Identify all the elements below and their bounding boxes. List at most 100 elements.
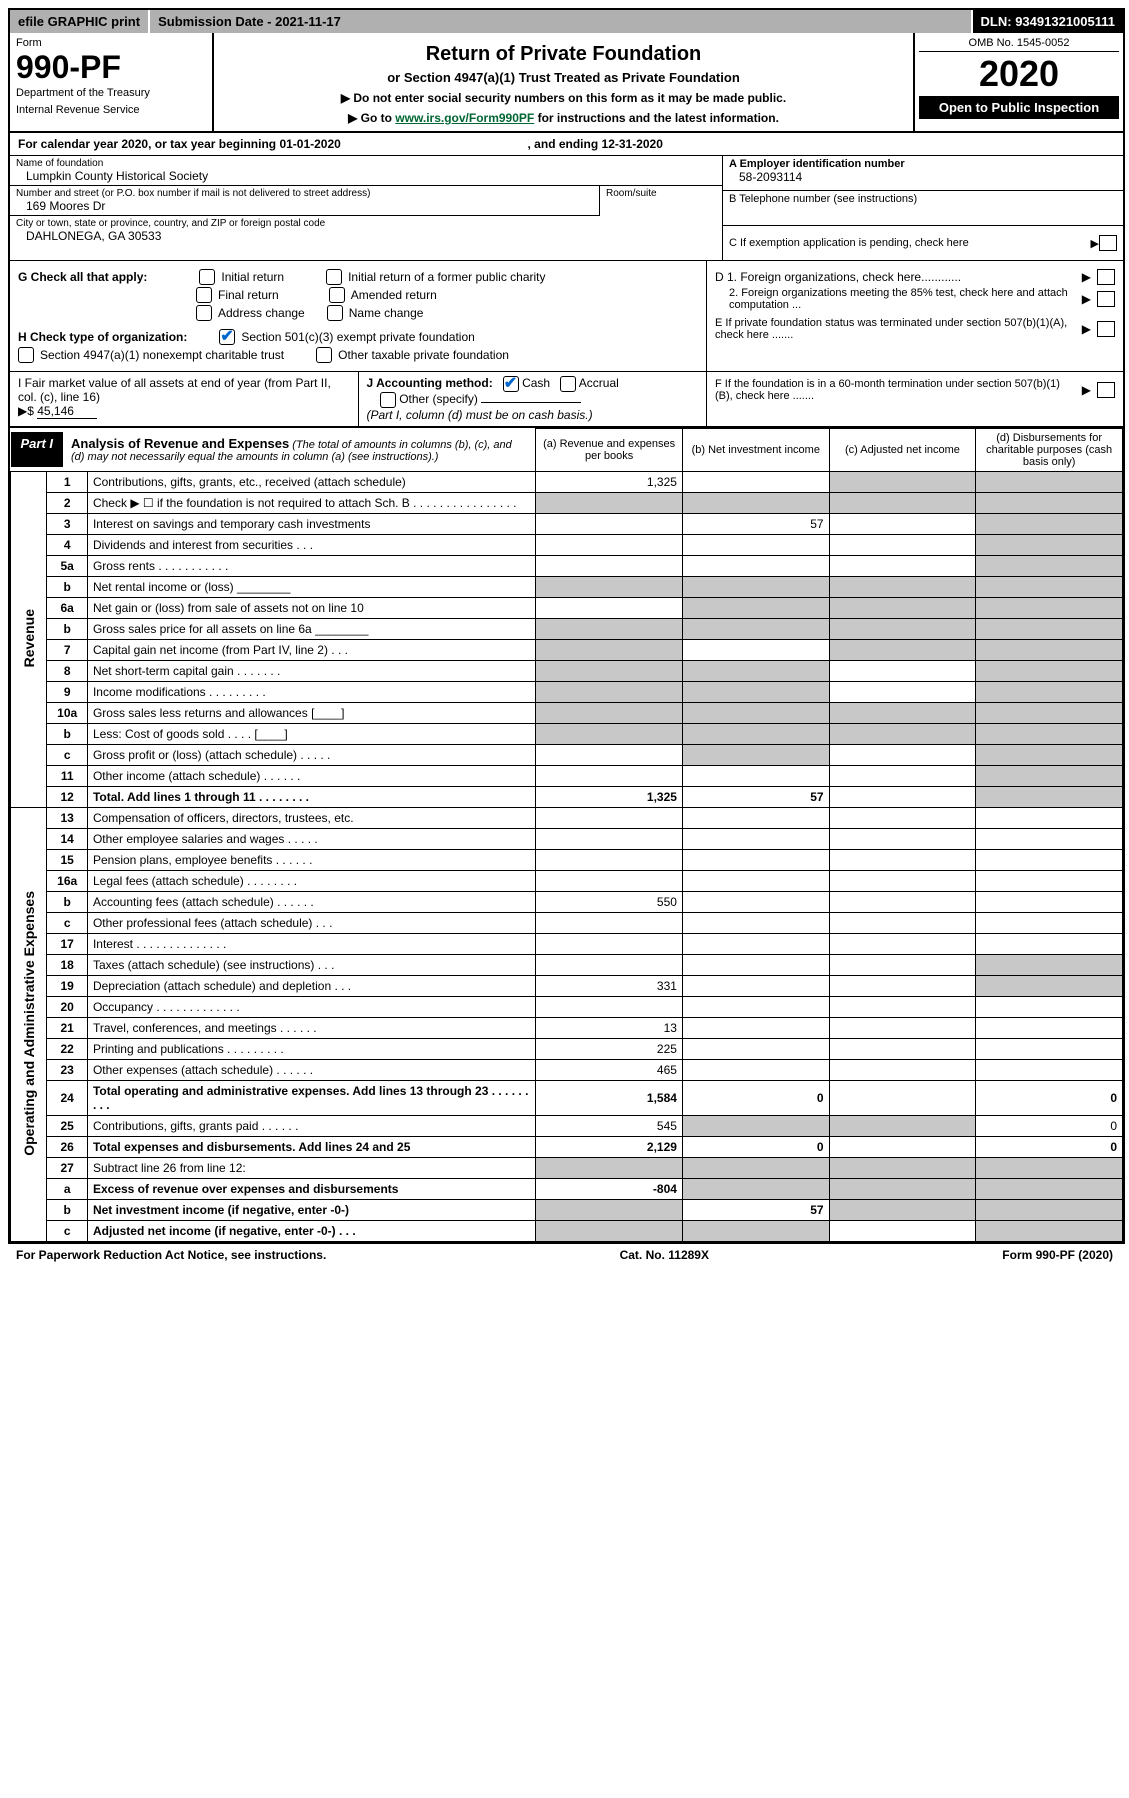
ein-value: 58-2093114 (729, 170, 1117, 184)
row-number: 9 (47, 682, 88, 703)
goto-notice: ▶ Go to www.irs.gov/Form990PF for instru… (220, 111, 907, 125)
form-number: 990-PF (16, 51, 206, 83)
value-cell (976, 493, 1123, 514)
value-cell (682, 619, 829, 640)
table-row: 19Depreciation (attach schedule) and dep… (11, 976, 1123, 997)
h-4947-checkbox[interactable] (18, 347, 34, 363)
value-cell (976, 913, 1123, 934)
d1-checkbox[interactable] (1097, 269, 1115, 285)
value-cell (976, 871, 1123, 892)
entity-right: A Employer identification number 58-2093… (723, 156, 1123, 260)
h-other: Other taxable private foundation (338, 348, 509, 362)
g-final-checkbox[interactable] (196, 287, 212, 303)
value-cell (829, 1200, 976, 1221)
value-cell (976, 1018, 1123, 1039)
f-checkbox[interactable] (1097, 382, 1115, 398)
value-cell (976, 514, 1123, 535)
c-checkbox[interactable] (1099, 235, 1117, 251)
value-cell (682, 766, 829, 787)
value-cell (536, 829, 683, 850)
value-cell (829, 976, 976, 997)
d2-checkbox[interactable] (1097, 291, 1115, 307)
value-cell (976, 598, 1123, 619)
value-cell (829, 1179, 976, 1200)
e-checkbox[interactable] (1097, 321, 1115, 337)
ein-label: A Employer identification number (729, 158, 1117, 170)
row-description: Compensation of officers, directors, tru… (87, 808, 535, 829)
row-number: 12 (47, 787, 88, 808)
table-row: 17Interest . . . . . . . . . . . . . . (11, 934, 1123, 955)
g-address-checkbox[interactable] (196, 305, 212, 321)
row-number: 15 (47, 850, 88, 871)
col-c-header: (c) Adjusted net income (829, 429, 976, 472)
row-description: Other income (attach schedule) . . . . .… (87, 766, 535, 787)
value-cell (682, 934, 829, 955)
value-cell (536, 493, 683, 514)
row-number: 21 (47, 1018, 88, 1039)
row-number: 5a (47, 556, 88, 577)
value-cell (682, 1060, 829, 1081)
row-number: 22 (47, 1039, 88, 1060)
table-row: cOther professional fees (attach schedul… (11, 913, 1123, 934)
d1-label: D 1. Foreign organizations, check here..… (715, 270, 1076, 284)
efile-label: efile GRAPHIC print (10, 10, 150, 33)
h-501c3-checkbox[interactable] (219, 329, 235, 345)
row-description: Other employee salaries and wages . . . … (87, 829, 535, 850)
dln: DLN: 93491321005111 (973, 10, 1123, 33)
value-cell: 1,325 (536, 787, 683, 808)
value-cell (829, 934, 976, 955)
row-description: Interest on savings and temporary cash i… (87, 514, 535, 535)
city-label: City or town, state or province, country… (16, 218, 716, 229)
row-number: 4 (47, 535, 88, 556)
j-other-checkbox[interactable] (380, 392, 396, 408)
form-990pf: efile GRAPHIC print Submission Date - 20… (8, 8, 1125, 1244)
j-cash-checkbox[interactable] (503, 376, 519, 392)
form-subtitle: or Section 4947(a)(1) Trust Treated as P… (220, 70, 907, 85)
g-initial-former-checkbox[interactable] (326, 269, 342, 285)
col-b-header: (b) Net investment income (682, 429, 829, 472)
d2-label: 2. Foreign organizations meeting the 85%… (715, 287, 1076, 311)
value-cell (536, 640, 683, 661)
header-right: OMB No. 1545-0052 2020 Open to Public In… (913, 33, 1123, 131)
value-cell (976, 535, 1123, 556)
value-cell (976, 1158, 1123, 1179)
dept-treasury: Department of the Treasury (16, 87, 206, 100)
header-left: Form 990-PF Department of the Treasury I… (10, 33, 214, 131)
value-cell: 1,584 (536, 1081, 683, 1116)
g-initial-checkbox[interactable] (199, 269, 215, 285)
g-amended-checkbox[interactable] (329, 287, 345, 303)
section-i: I Fair market value of all assets at end… (10, 372, 359, 426)
j-accrual-checkbox[interactable] (560, 376, 576, 392)
g-name-checkbox[interactable] (327, 305, 343, 321)
value-cell: 545 (536, 1116, 683, 1137)
value-cell (829, 997, 976, 1018)
value-cell (976, 661, 1123, 682)
value-cell: 0 (976, 1137, 1123, 1158)
table-row: bLess: Cost of goods sold . . . . [____] (11, 724, 1123, 745)
value-cell (829, 472, 976, 493)
value-cell (829, 1060, 976, 1081)
omb-number: OMB No. 1545-0052 (919, 37, 1119, 52)
value-cell: 0 (682, 1081, 829, 1116)
table-row: 16aLegal fees (attach schedule) . . . . … (11, 871, 1123, 892)
value-cell (976, 829, 1123, 850)
row-number: 19 (47, 976, 88, 997)
row-description: Gross rents . . . . . . . . . . . (87, 556, 535, 577)
section-label: Revenue (11, 472, 47, 808)
value-cell (829, 703, 976, 724)
value-cell (682, 829, 829, 850)
table-row: bGross sales price for all assets on lin… (11, 619, 1123, 640)
value-cell (829, 619, 976, 640)
i-value: 45,146 (37, 404, 97, 419)
row-description: Less: Cost of goods sold . . . . [____] (87, 724, 535, 745)
table-row: aExcess of revenue over expenses and dis… (11, 1179, 1123, 1200)
section-d-e: D 1. Foreign organizations, check here..… (707, 261, 1123, 371)
arrow-icon: ▶ (1082, 270, 1091, 284)
value-cell (682, 724, 829, 745)
h-other-checkbox[interactable] (316, 347, 332, 363)
value-cell (829, 787, 976, 808)
irs-link[interactable]: www.irs.gov/Form990PF (395, 111, 534, 125)
row-number: 2 (47, 493, 88, 514)
value-cell (682, 682, 829, 703)
part-i-header: Part I Analysis of Revenue and Expenses … (11, 432, 536, 467)
